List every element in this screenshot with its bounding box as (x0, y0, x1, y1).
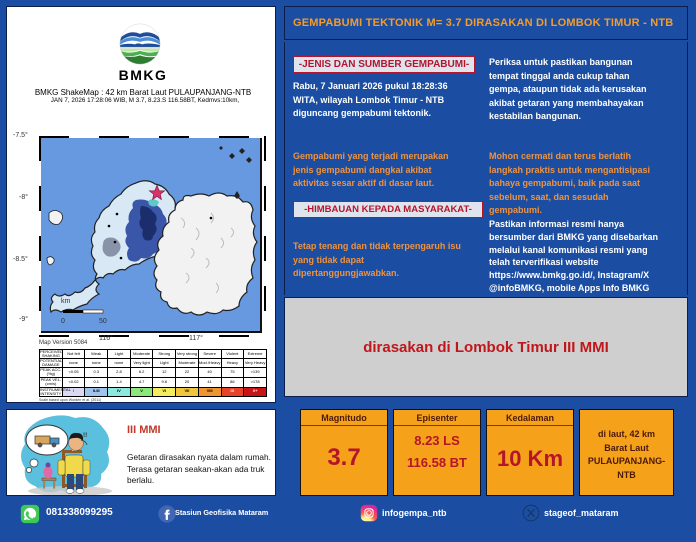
svg-text:50: 50 (99, 318, 107, 325)
svg-text:!!: !! (83, 432, 87, 439)
svg-text:km: km (61, 298, 71, 305)
svg-text:0: 0 (61, 318, 65, 325)
